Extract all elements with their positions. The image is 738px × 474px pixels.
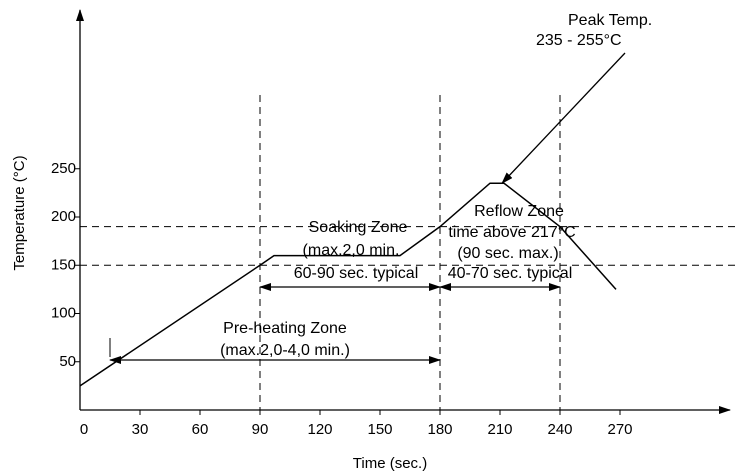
reflow-label-line1: Reflow Zone [474,203,564,220]
x-tick-label-5: 150 [367,421,392,438]
x-tick-label-0: 0 [80,421,88,438]
peak-arrow [501,52,626,184]
soaking-label-line3: 60-90 sec. typical [294,265,419,282]
reference-lines [80,95,735,410]
peak-label-line1: Peak Temp. [568,12,652,29]
chart-text: Time (sec.) Temperature (°C) [11,155,427,472]
soaking-label-line1: Soaking Zone [309,219,408,236]
y-tick-label-4: 250 [51,160,76,177]
x-tick-label-7: 210 [487,421,512,438]
axes: 0 30 60 90 120 150 180 210 240 270 50 150 100 200 250 [51,9,731,438]
x-tick-label-2: 60 [192,421,209,438]
peak-label-line2: 235 - 255°C [536,32,622,49]
x-axis-title: Time (sec.) [353,455,427,472]
x-tick-label-6: 180 [427,421,452,438]
preheat-label-line2: (max.2,0-4,0 min.) [220,342,350,359]
x-tick-label-8: 240 [547,421,572,438]
reflow-label-line4: 40-70 sec. typical [448,265,573,282]
x-tick-label-3: 90 [252,421,269,438]
x-tick-label-4: 120 [307,421,332,438]
soaking-label-line2: (max.2,0 min. [303,242,400,259]
y-tick-label-3: 200 [51,208,76,225]
annotations: Peak Temp. 235 - 255°C Soaking Zone (max.2,… [109,12,652,364]
y-axis-title: Temperature (°C) [11,155,28,270]
x-tick-label-9: 270 [607,421,632,438]
reflow-label-line3: (90 sec. max.) [457,245,558,262]
x-tick-label-1: 30 [132,421,149,438]
y-tick-label-1: 150 [51,256,76,273]
preheat-label-line1: Pre-heating Zone [223,320,347,337]
reflow-label-line2: time above 217°C [448,224,575,241]
y-tick-label-0: 50 [59,353,76,370]
y-tick-label-2: 100 [51,305,76,322]
